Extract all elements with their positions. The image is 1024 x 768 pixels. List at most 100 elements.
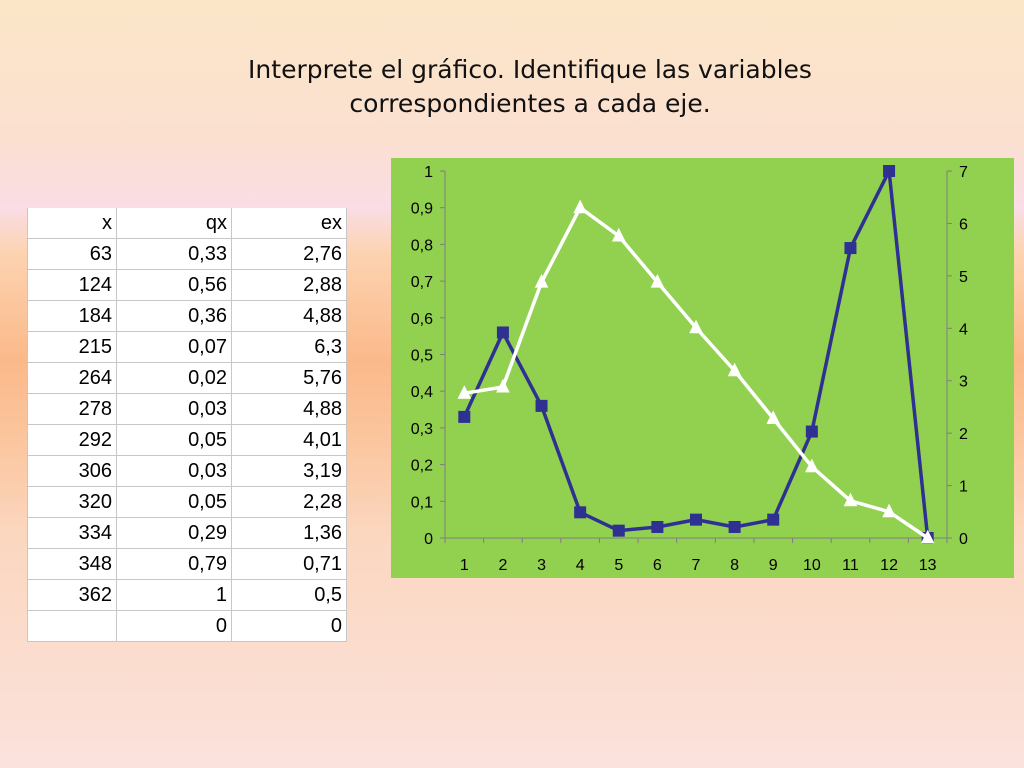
table-cell: 0,5 [231, 579, 347, 611]
table-cell: 0,36 [116, 300, 232, 332]
y-right-tick-label: 5 [959, 269, 968, 286]
y-left-tick-label: 0,7 [411, 274, 433, 291]
table-cell: 0,33 [116, 238, 232, 270]
table-cell: 2,88 [231, 269, 347, 301]
series-2-point [727, 362, 742, 377]
table-cell: 292 [27, 424, 117, 456]
table-row: 278 0,03 4,88 [27, 393, 347, 425]
table-row: 334 0,29 1,36 [27, 517, 347, 549]
table-cell: 0 [231, 610, 347, 642]
table-cell: 124 [27, 269, 117, 301]
table-cell: 1,36 [231, 517, 347, 549]
series-2-point [573, 199, 587, 214]
series-2-point [496, 378, 510, 393]
table-cell: ex [231, 208, 347, 239]
y-right-tick-label: 1 [959, 479, 968, 496]
y-right-tick-label: 7 [959, 164, 968, 181]
series-2-point [689, 319, 703, 334]
y-right-tick-label: 3 [959, 374, 968, 391]
chart-background [391, 158, 1014, 578]
table-cell: 348 [27, 548, 117, 580]
table-row: 184 0,36 4,88 [27, 300, 347, 332]
table-row: 306 0,03 3,19 [27, 455, 347, 487]
table-cell: 320 [27, 486, 117, 518]
series-2-point [920, 529, 935, 544]
series-1-point [496, 326, 509, 339]
x-tick-label: 11 [842, 557, 859, 574]
series-2-point [882, 503, 896, 518]
y-left-tick-label: 0 [424, 531, 433, 548]
table-cell: 0,29 [116, 517, 232, 549]
series-1-point [844, 242, 857, 255]
data-table: x qx ex 63 0,33 2,76 124 0,56 2,88 184 0,36 4,88 215… [27, 208, 347, 642]
series-1-point [805, 425, 818, 438]
series-2-point [843, 492, 858, 507]
x-tick-label: 8 [730, 557, 739, 574]
series-2-point [457, 385, 472, 399]
table-cell: 5,76 [231, 362, 347, 394]
table-cell: 0,03 [116, 393, 232, 425]
y-right-tick-label: 0 [959, 531, 968, 548]
x-tick-label: 7 [692, 557, 701, 574]
x-tick-label: 10 [803, 557, 821, 574]
table-cell: 215 [27, 331, 117, 363]
table-cell: 0,05 [116, 486, 232, 518]
table-cell: 4,01 [231, 424, 347, 456]
title-line-2: correspondientes a cada eje. [349, 89, 711, 118]
y-left-tick-label: 0,8 [411, 237, 433, 254]
table-cell: 4,88 [231, 300, 347, 332]
x-tick-label: 5 [614, 557, 623, 574]
table-cell: 334 [27, 517, 117, 549]
table-cell: 0,07 [116, 331, 232, 363]
x-tick-label: 12 [880, 557, 898, 574]
y-left-tick-label: 0,3 [411, 421, 433, 438]
table-row: 264 0,02 5,76 [27, 362, 347, 394]
y-right-tick-label: 6 [959, 216, 968, 233]
table-cell: 4,88 [231, 393, 347, 425]
y-left-tick-label: 0,1 [411, 494, 433, 511]
series-1-point [883, 165, 896, 177]
table-cell: 362 [27, 579, 117, 611]
series-1-point [728, 520, 741, 533]
table-cell: 2,28 [231, 486, 347, 518]
table-cell: 1 [116, 579, 232, 611]
table-cell: 184 [27, 300, 117, 332]
series-1-point [612, 524, 625, 537]
table-row: 362 1 0,5 [27, 579, 347, 611]
table-cell [27, 610, 117, 642]
y-left-tick-label: 0,9 [411, 201, 433, 218]
x-tick-label: 6 [653, 557, 662, 574]
table-row: 124 0,56 2,88 [27, 269, 347, 301]
series-1-point [458, 410, 471, 423]
table-cell: 264 [27, 362, 117, 394]
series-2-point [766, 410, 781, 424]
table-cell: 0,02 [116, 362, 232, 394]
table-row: 63 0,33 2,76 [27, 238, 347, 270]
series-1-point [535, 399, 548, 412]
series-1-point [574, 506, 587, 519]
table-cell: 0,71 [231, 548, 347, 580]
table-row: 320 0,05 2,28 [27, 486, 347, 518]
y-left-tick-label: 0,4 [411, 384, 433, 401]
table-cell: x [27, 208, 117, 239]
series-2-point [611, 227, 626, 242]
table-cell: 2,76 [231, 238, 347, 270]
y-left-tick-label: 0,5 [411, 348, 433, 365]
table-cell: 6,3 [231, 331, 347, 363]
table-cell: 0,56 [116, 269, 232, 301]
series-2-point [805, 458, 819, 473]
y-right-tick-label: 2 [959, 426, 968, 443]
x-tick-label: 2 [498, 557, 507, 574]
table-cell: 0,03 [116, 455, 232, 487]
table-cell: 0,79 [116, 548, 232, 580]
y-left-tick-label: 0,2 [411, 458, 433, 475]
chart-panel: 0 0,1 0,2 0,3 0,4 0,5 0,6 0,7 0,8 0,9 1 0 1 2 3 4 5 6 7 1 2 3… [391, 158, 1014, 578]
table-row: 292 0,05 4,01 [27, 424, 347, 456]
x-tick-label: 4 [576, 557, 585, 574]
x-tick-label: 13 [919, 557, 937, 574]
table-cell: 3,19 [231, 455, 347, 487]
page-title: Interprete el gráfico. Identifique las v… [150, 53, 910, 121]
series-2-point [534, 274, 549, 288]
table-cell: 63 [27, 238, 117, 270]
